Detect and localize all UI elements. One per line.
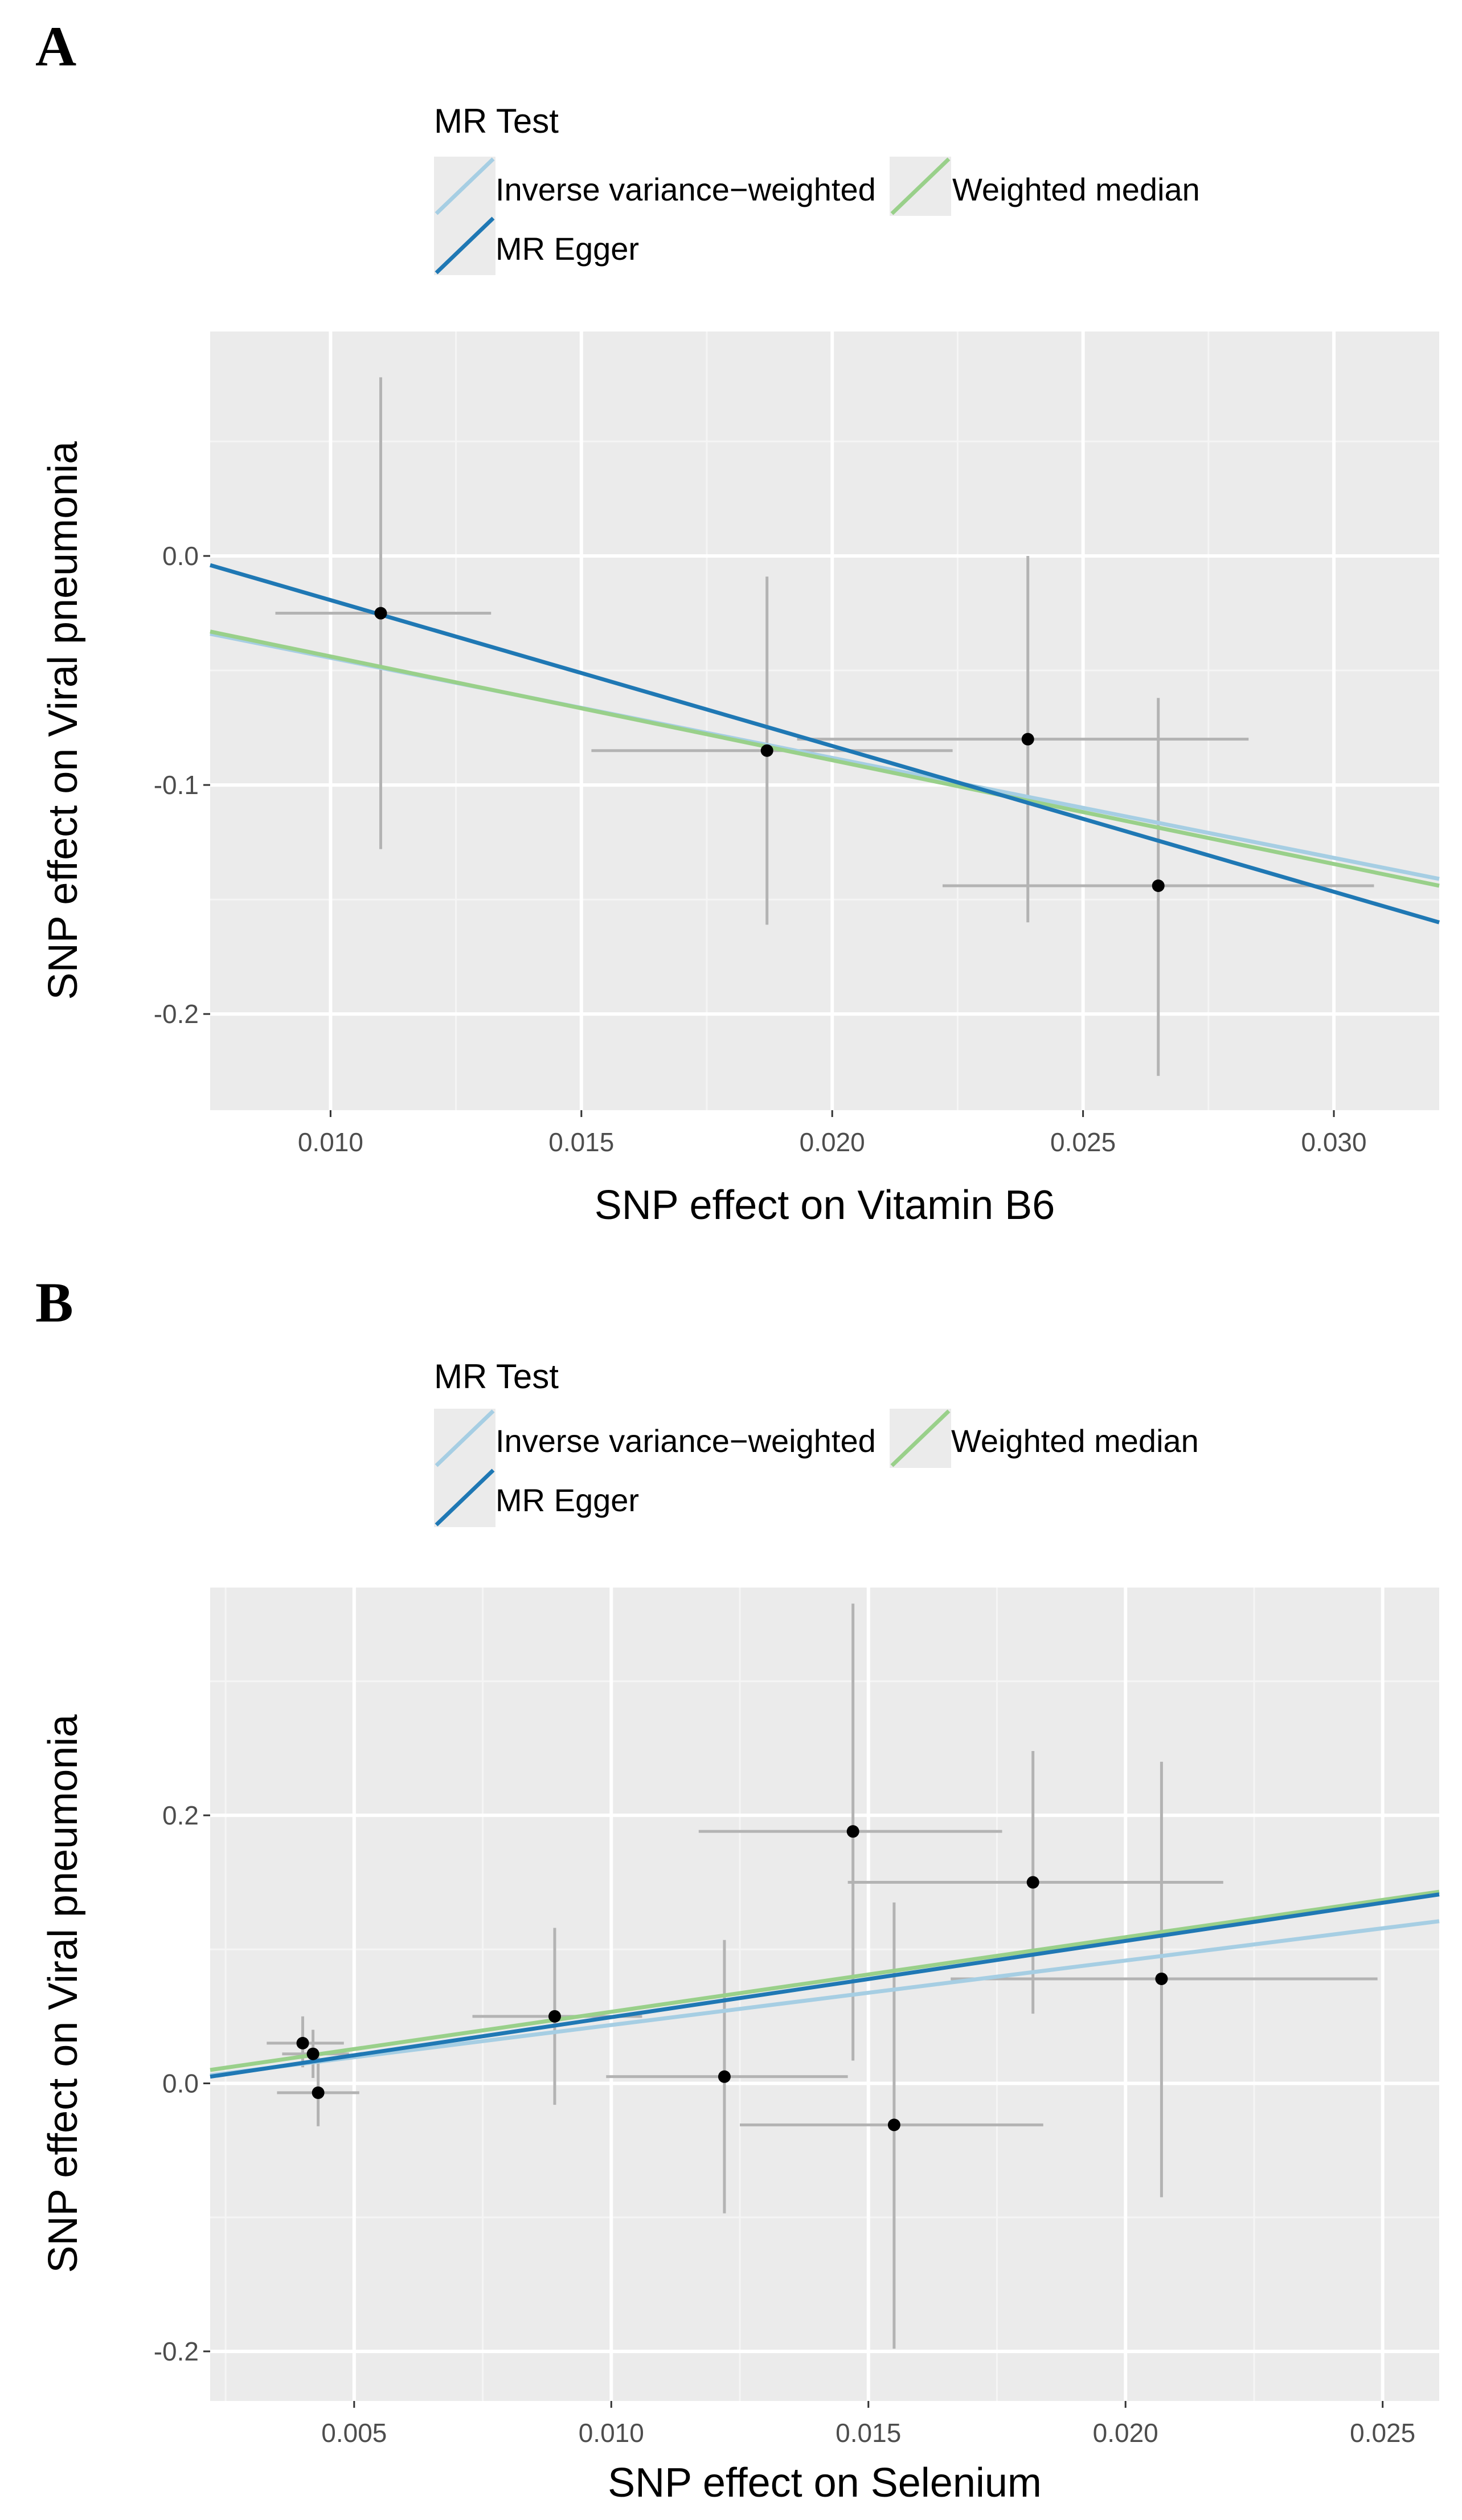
fit-line-egger — [210, 1892, 1440, 2079]
panel-a: A MR Test Inverse variance−weighted Weig… — [35, 15, 1440, 1228]
x-tick-label: 0.030 — [1301, 1127, 1366, 1157]
data-point — [718, 2070, 731, 2083]
x-tick-label: 0.025 — [1350, 2418, 1415, 2448]
data-point — [1152, 879, 1165, 892]
major-gridlines — [210, 332, 1439, 1110]
fit-line-egger — [210, 563, 1440, 924]
x-tick-label: 0.005 — [321, 2418, 387, 2448]
x-axis-label: SNP effect on Vitamin B6 — [595, 1183, 1055, 1228]
x-tick-label: 0.010 — [579, 2418, 644, 2448]
data-points — [374, 607, 1165, 892]
y-tick-labels: -0.2 0.0 0.2 — [154, 1801, 210, 2366]
y-tick-label: 0.0 — [162, 2068, 199, 2098]
y-tick-label: 0.0 — [162, 541, 199, 571]
minor-gridlines — [210, 332, 1439, 1110]
y-tick-label: -0.2 — [154, 999, 199, 1029]
fit-lines — [210, 563, 1440, 924]
data-point — [306, 2047, 320, 2060]
panel-label: A — [35, 15, 76, 78]
legend-line-wm — [890, 157, 951, 215]
legend: MR Test Inverse variance−weighted Weight… — [434, 102, 1200, 275]
legend-label-ivw: Inverse variance−weighted — [495, 171, 876, 207]
plot-background — [210, 1588, 1439, 2401]
x-tick-labels: 0.010 0.015 0.020 0.025 0.030 — [298, 1110, 1367, 1157]
legend-label-wm: Weighted median — [952, 171, 1200, 207]
legend-label-ivw: Inverse variance−weighted — [495, 1423, 876, 1459]
legend-line-egger — [435, 1468, 495, 1527]
legend-label-egger: MR Egger — [495, 231, 639, 267]
fit-line-ivw — [210, 1919, 1440, 2077]
fit-line-wm — [210, 629, 1440, 888]
panel-label: B — [35, 1271, 73, 1334]
data-point — [1026, 1876, 1039, 1889]
data-point — [1021, 733, 1034, 746]
legend-line-wm — [890, 1409, 951, 1467]
x-tick-label: 0.010 — [298, 1127, 363, 1157]
legend-item-egger: MR Egger — [434, 1468, 639, 1527]
fit-lines — [210, 1889, 1440, 2079]
legend-item-wm: Weighted median — [890, 1409, 1199, 1468]
legend-line-ivw — [435, 157, 495, 215]
y-tick-labels: -0.2 -0.1 0.0 — [154, 541, 210, 1029]
y-axis-label: SNP effect on Viral pneumonia — [40, 1714, 86, 2273]
legend-title: MR Test — [434, 102, 559, 140]
data-point — [760, 744, 773, 757]
legend-label-egger: MR Egger — [495, 1482, 639, 1518]
legend-label-wm: Weighted median — [951, 1423, 1199, 1459]
legend-line-egger — [435, 216, 495, 275]
panel-b: B MR Test Inverse variance−weighted Weig… — [35, 1271, 1440, 2506]
data-point — [296, 2036, 309, 2049]
data-point — [548, 2010, 561, 2023]
legend-line-ivw — [435, 1409, 495, 1467]
x-tick-label: 0.015 — [548, 1127, 614, 1157]
legend-item-egger: MR Egger — [434, 216, 639, 275]
legend-item-ivw: Inverse variance−weighted — [434, 1409, 876, 1468]
x-tick-label: 0.015 — [836, 2418, 901, 2448]
legend-item-ivw: Inverse variance−weighted — [434, 157, 876, 216]
major-gridlines — [210, 1588, 1439, 2401]
fit-line-wm — [210, 1889, 1440, 2072]
x-tick-label: 0.020 — [1093, 2418, 1158, 2448]
y-tick-label: -0.1 — [154, 770, 199, 800]
data-point — [887, 2118, 900, 2132]
legend-item-wm: Weighted median — [890, 157, 1200, 216]
data-point — [1155, 1972, 1168, 1985]
data-point — [312, 2086, 325, 2099]
legend-title: MR Test — [434, 1357, 559, 1396]
data-point — [846, 1825, 859, 1838]
legend: MR Test Inverse variance−weighted Weight… — [434, 1357, 1199, 1527]
y-tick-label: 0.2 — [162, 1801, 199, 1830]
x-tick-labels: 0.005 0.010 0.015 0.020 0.025 — [321, 2401, 1415, 2448]
data-points — [296, 1825, 1168, 2132]
data-point — [374, 607, 387, 620]
y-tick-label: -0.2 — [154, 2337, 199, 2366]
plot-background — [210, 332, 1439, 1110]
y-axis-label: SNP effect on Viral pneumonia — [40, 441, 86, 1000]
x-axis-label: SNP effect on Selenium — [608, 2460, 1042, 2506]
x-tick-label: 0.020 — [800, 1127, 865, 1157]
x-tick-label: 0.025 — [1050, 1127, 1116, 1157]
